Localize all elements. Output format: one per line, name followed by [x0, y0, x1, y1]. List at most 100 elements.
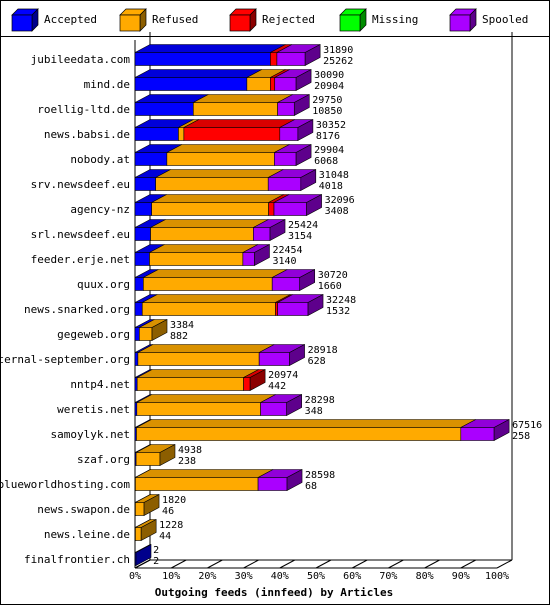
bar-segment-accepted: [134, 352, 139, 366]
bar-segment-top-refused: [137, 369, 259, 378]
value-accepted: 238: [178, 456, 196, 467]
value-total: 3384: [170, 320, 194, 331]
bar-segment-spooled: [274, 77, 297, 91]
bar-row-news-snarked-org: [134, 294, 324, 316]
bar-segment-top-refused: [149, 244, 259, 253]
legend-swatch-spooled: [449, 14, 471, 32]
value-total: 32096: [325, 195, 355, 206]
x-tick-label: 50%: [307, 571, 325, 582]
category-label: mind.de: [84, 78, 130, 91]
bars: [134, 44, 510, 566]
value-accepted: 3140: [272, 256, 296, 267]
bar-end-side: [293, 94, 310, 116]
bar-row-srl-newsdeef-eu: [134, 219, 286, 241]
bar-end-side: [143, 494, 160, 516]
x-tick-mark: [351, 559, 368, 569]
value-total: 31048: [319, 170, 349, 181]
x-tick-label: 0%: [129, 571, 141, 582]
value-accepted: 68: [305, 481, 317, 492]
bar-segment-rejected: [270, 52, 278, 66]
legend-item-spooled: Spooled: [449, 8, 528, 32]
x-tick-label: 10%: [162, 571, 180, 582]
value-total: 32248: [326, 295, 356, 306]
value-accepted: 4018: [319, 181, 343, 192]
x-axis-label: Outgoing feeds (innfeed) by Articles: [155, 586, 393, 599]
value-accepted: 6068: [314, 156, 338, 167]
bar-end-side: [297, 119, 314, 141]
category-label: agency-nz: [70, 203, 130, 216]
x-tick-mark: [134, 559, 151, 569]
category-label: srv.newsdeef.eu: [31, 178, 130, 191]
value-accepted: 25262: [323, 56, 353, 67]
x-tick-label: 60%: [343, 571, 361, 582]
x-tick-label: 90%: [452, 571, 470, 582]
legend: Accepted Refused Rejected Missing Spooled: [11, 8, 528, 32]
bar-end-side: [286, 469, 303, 491]
bar-row-agency-nz: [134, 194, 322, 216]
value-total: 22454: [272, 245, 302, 256]
bar-segment-top-accepted: [134, 44, 286, 53]
value-total: 31890: [323, 45, 353, 56]
category-label: nntp4.net: [70, 378, 130, 391]
value-total: 30720: [318, 270, 348, 281]
legend-item-refused: Refused: [119, 8, 198, 32]
bar-segment-refused: [135, 477, 259, 491]
value-total: 28918: [308, 345, 338, 356]
value-total: 28298: [305, 395, 335, 406]
category-label: news.swapon.de: [37, 503, 130, 516]
category-label: srl.newsdeef.eu: [31, 228, 130, 241]
bar-row-nobody-at: [134, 144, 312, 166]
legend-swatch-missing: [339, 14, 361, 32]
bar-segment-spooled: [267, 177, 302, 191]
bar-end-side: [306, 194, 322, 216]
bar-segment-refused: [149, 252, 244, 266]
legend-item-missing: Missing: [339, 8, 418, 32]
bar-segment-accepted: [134, 77, 248, 91]
bar-row-blueworldhosting-com: [134, 469, 303, 491]
bar-segment-top-rejected: [183, 119, 295, 128]
bar-segment-accepted: [134, 102, 194, 116]
bar-segment-spooled: [279, 127, 299, 141]
value-total: 29750: [312, 95, 342, 106]
bar-segment-spooled: [271, 277, 301, 291]
bar-segment-rejected: [243, 377, 251, 391]
bar-end-side: [249, 369, 266, 391]
legend-label-spooled: Spooled: [482, 13, 528, 26]
category-label: roellig-ltd.de: [37, 103, 130, 116]
bar-row-roellig-ltd-de: [134, 94, 310, 116]
bar-segment-spooled: [276, 52, 306, 66]
value-accepted: 442: [268, 381, 286, 392]
bar-row-gegeweb-org: [134, 319, 168, 341]
value-accepted: 258: [512, 431, 530, 442]
bar-segment-accepted: [134, 52, 271, 66]
legend-swatch-refused: [119, 14, 141, 32]
value-accepted: 3154: [288, 231, 312, 242]
value-accepted: 1660: [318, 281, 342, 292]
value-total: 2: [153, 545, 159, 556]
bar-row-quux-org: [134, 269, 316, 291]
category-label: nobody.at: [70, 153, 130, 166]
bar-segment-rejected: [270, 77, 276, 91]
category-label: quux.org: [77, 278, 130, 291]
category-label: samoylyk.net: [51, 428, 130, 441]
bar-row-szaf-org: [134, 444, 176, 466]
x-tick-mark: [170, 559, 187, 569]
value-accepted: 628: [308, 356, 326, 367]
bar-segment-refused: [150, 227, 254, 241]
category-label: news.babsi.de: [44, 128, 130, 141]
x-tick-label: 30%: [235, 571, 253, 582]
category-label: news.snarked.org: [24, 303, 130, 316]
bar-end-side: [159, 444, 176, 466]
value-total: 20974: [268, 370, 298, 381]
value-accepted: 20904: [314, 81, 344, 92]
bar-end-side: [151, 319, 168, 341]
bar-row-jubileedata-com: [134, 44, 321, 66]
bar-segment-top-refused: [135, 469, 274, 478]
bar-end-side: [304, 44, 321, 66]
bar-segment-top-refused: [142, 294, 291, 303]
bar-row-news-leine-de: [134, 519, 157, 541]
bar-segment-refused: [136, 427, 462, 441]
bar-segment-top-refused: [151, 194, 284, 203]
